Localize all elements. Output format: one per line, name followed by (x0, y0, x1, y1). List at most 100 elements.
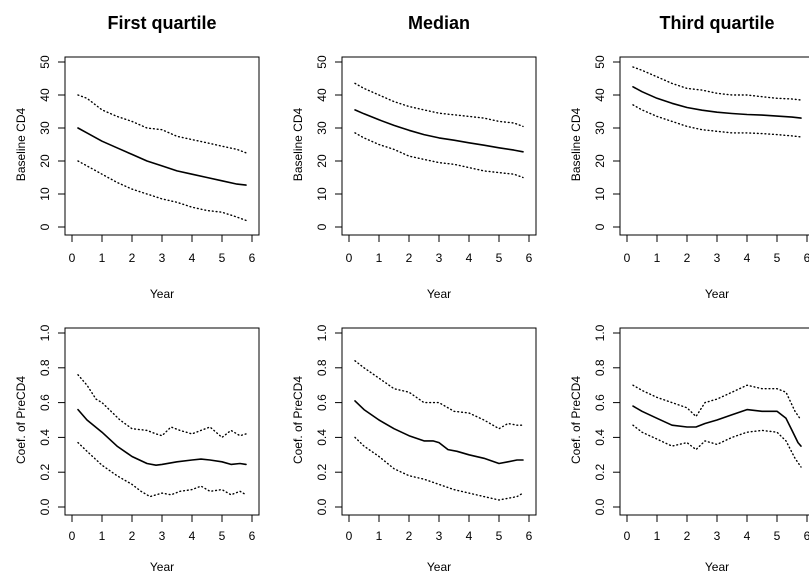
x-tick-label: 3 (436, 251, 443, 265)
confidence-band-line (354, 360, 524, 430)
y-tick-label: 30 (315, 121, 329, 135)
x-tick-label: 3 (159, 529, 166, 543)
x-tick-label: 6 (804, 529, 809, 543)
x-tick-label: 0 (69, 529, 76, 543)
x-tick-label: 3 (436, 529, 443, 543)
plot-frame (341, 56, 537, 236)
y-tick-label: 1.0 (38, 324, 52, 341)
y-tick-label: 40 (315, 88, 329, 102)
estimate-line (354, 400, 524, 465)
x-tick-label: 1 (99, 529, 106, 543)
estimate-line (354, 109, 524, 153)
panel-title: First quartile (107, 13, 216, 33)
panel-title: Third quartile (659, 13, 774, 33)
y-tick-label: 10 (315, 187, 329, 201)
x-axis-label: Year (705, 287, 729, 301)
y-axis-label: Coef. of PreCD4 (291, 376, 305, 464)
confidence-band-line (632, 104, 802, 138)
x-tick-label: 0 (624, 251, 631, 265)
x-tick-label: 0 (346, 529, 353, 543)
y-tick-label: 0.4 (593, 429, 607, 446)
x-tick-label: 2 (684, 251, 691, 265)
x-tick-label: 4 (466, 529, 473, 543)
x-tick-label: 3 (714, 251, 721, 265)
x-tick-label: 6 (249, 251, 256, 265)
x-tick-label: 0 (624, 529, 631, 543)
plot-frame (619, 56, 809, 236)
x-tick-label: 6 (526, 529, 533, 543)
plot-frame (64, 327, 260, 516)
x-tick-label: 6 (804, 251, 809, 265)
y-axis-label: Coef. of PreCD4 (14, 376, 28, 464)
y-tick-label: 0.0 (38, 498, 52, 515)
x-tick-label: 5 (496, 529, 503, 543)
panel-title: Median (408, 13, 470, 33)
y-tick-label: 0.2 (593, 464, 607, 481)
y-tick-label: 40 (593, 88, 607, 102)
y-axis-label: Baseline CD4 (291, 107, 305, 181)
confidence-band-line (77, 374, 247, 439)
estimate-line (77, 408, 247, 467)
y-tick-label: 0.6 (593, 394, 607, 411)
x-tick-label: 1 (99, 251, 106, 265)
x-tick-label: 6 (249, 529, 256, 543)
x-tick-label: 3 (159, 251, 166, 265)
y-tick-label: 10 (593, 187, 607, 201)
x-axis-label: Year (427, 287, 451, 301)
y-tick-label: 0.4 (315, 429, 329, 446)
x-axis-label: Year (150, 560, 174, 574)
estimate-line (632, 86, 802, 119)
y-tick-label: 1.0 (315, 324, 329, 341)
x-tick-label: 2 (406, 529, 413, 543)
y-tick-label: 0.6 (315, 394, 329, 411)
y-tick-label: 0.8 (315, 359, 329, 376)
x-tick-label: 2 (129, 251, 136, 265)
y-tick-label: 30 (593, 121, 607, 135)
x-tick-label: 5 (496, 251, 503, 265)
y-tick-label: 0 (315, 223, 329, 230)
x-tick-label: 5 (219, 529, 226, 543)
y-tick-label: 20 (593, 154, 607, 168)
confidence-band-line (632, 424, 802, 468)
panel-2: Third quartile 0 1 2 3 4 5 6 Year 0 10 20 30 40 50 Base… (569, 13, 809, 301)
x-axis-label: Year (427, 560, 451, 574)
x-tick-label: 1 (376, 529, 383, 543)
x-tick-label: 4 (189, 529, 196, 543)
y-tick-label: 0.0 (315, 498, 329, 515)
x-tick-label: 1 (654, 529, 661, 543)
x-tick-label: 2 (406, 251, 413, 265)
x-tick-label: 5 (219, 251, 226, 265)
y-tick-label: 10 (38, 187, 52, 201)
y-tick-label: 0.8 (593, 359, 607, 376)
y-tick-label: 30 (38, 121, 52, 135)
y-axis-label: Coef. of PreCD4 (569, 376, 583, 464)
estimate-line (77, 127, 247, 186)
y-tick-label: 0.2 (315, 464, 329, 481)
x-tick-label: 4 (466, 251, 473, 265)
estimate-line (632, 405, 802, 447)
y-tick-label: 0.4 (38, 429, 52, 446)
confidence-band-line (77, 441, 247, 498)
x-tick-label: 0 (346, 251, 353, 265)
confidence-band-line (354, 436, 524, 501)
x-tick-label: 1 (654, 251, 661, 265)
panel-1: Median 0 1 2 3 4 5 6 Year 0 10 20 30 40 50 Baseline CD4 (291, 13, 537, 301)
confidence-band-line (77, 160, 247, 222)
y-tick-label: 50 (38, 55, 52, 69)
y-tick-label: 0.2 (38, 464, 52, 481)
x-tick-label: 2 (129, 529, 136, 543)
x-axis-label: Year (150, 287, 174, 301)
x-tick-label: 5 (774, 529, 781, 543)
confidence-band-line (632, 384, 802, 421)
panel-0: First quartile 0 1 2 3 4 5 6 Year 0 10 20 30 40 50 Base… (14, 13, 260, 301)
plot-frame (341, 327, 537, 516)
x-axis-label: Year (705, 560, 729, 574)
x-tick-label: 3 (714, 529, 721, 543)
x-tick-label: 4 (189, 251, 196, 265)
y-tick-label: 20 (315, 154, 329, 168)
y-tick-label: 0.8 (38, 359, 52, 376)
confidence-band-line (354, 82, 524, 128)
confidence-band-line (354, 132, 524, 179)
y-tick-label: 50 (593, 55, 607, 69)
